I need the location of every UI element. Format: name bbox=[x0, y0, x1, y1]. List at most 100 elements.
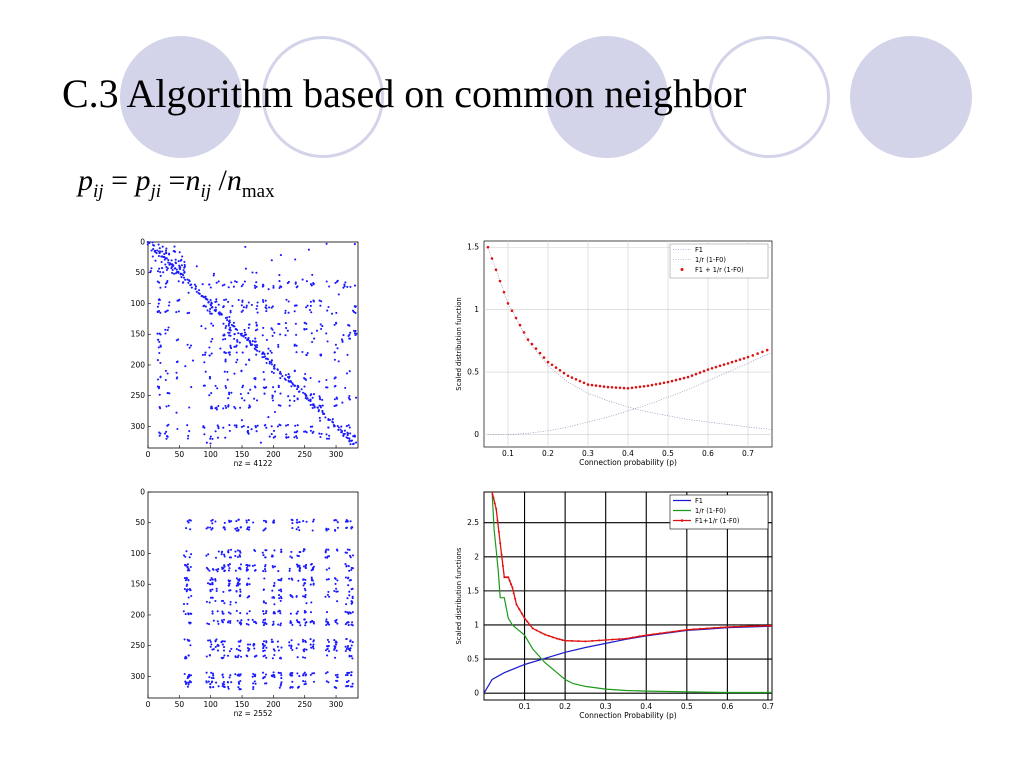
series-2-point bbox=[577, 640, 580, 643]
x-tick-label: 50 bbox=[175, 450, 185, 459]
y-tick-label: 150 bbox=[131, 330, 146, 339]
matrix-entry bbox=[348, 437, 351, 440]
matrix-entry bbox=[184, 579, 187, 582]
series-2-point bbox=[510, 583, 512, 586]
matrix-entry bbox=[347, 621, 350, 624]
matrix-entry bbox=[239, 594, 242, 597]
matrix-entry bbox=[208, 346, 211, 349]
matrix-entry bbox=[164, 369, 167, 372]
matrix-entry bbox=[175, 411, 178, 414]
matrix-entry bbox=[272, 520, 275, 523]
matrix-entry bbox=[235, 529, 238, 532]
matrix-entry bbox=[262, 326, 265, 329]
matrix-entry bbox=[205, 554, 208, 557]
matrix-entry bbox=[233, 405, 236, 408]
matrix-entry bbox=[212, 568, 215, 571]
matrix-entry bbox=[324, 672, 328, 675]
matrix-entry bbox=[319, 406, 322, 409]
matrix-entry bbox=[222, 407, 225, 410]
matrix-entry bbox=[294, 424, 297, 427]
matrix-entry bbox=[346, 597, 349, 600]
matrix-entry bbox=[320, 300, 323, 303]
matrix-entry bbox=[264, 556, 267, 559]
matrix-entry bbox=[304, 674, 307, 677]
matrix-entry bbox=[289, 594, 292, 597]
matrix-entry bbox=[223, 683, 226, 686]
x-tick-label: 0.3 bbox=[582, 449, 594, 458]
matrix-entry bbox=[262, 600, 265, 603]
matrix-entry bbox=[246, 568, 249, 571]
matrix-entry bbox=[273, 565, 276, 568]
matrix-entry bbox=[252, 686, 255, 689]
matrix-entry bbox=[290, 639, 293, 642]
series-1-line bbox=[487, 247, 772, 430]
matrix-entry bbox=[346, 548, 349, 551]
matrix-entry bbox=[336, 279, 339, 282]
matrix-entry bbox=[293, 399, 296, 402]
matrix-entry bbox=[309, 403, 312, 407]
matrix-entry bbox=[312, 393, 316, 396]
series-2-point bbox=[665, 631, 668, 634]
matrix-entry bbox=[169, 263, 172, 266]
matrix-entry bbox=[311, 672, 314, 675]
matrix-entry bbox=[217, 303, 220, 306]
matrix-entry bbox=[244, 363, 248, 366]
matrix-entry bbox=[346, 520, 349, 523]
matrix-entry bbox=[224, 358, 227, 361]
matrix-entry bbox=[287, 300, 290, 303]
x-axis-label: nz = 2552 bbox=[234, 709, 273, 718]
x-tick-label: 0.6 bbox=[702, 449, 714, 458]
matrix-entry bbox=[327, 640, 330, 643]
matrix-entry bbox=[289, 620, 292, 623]
y-tick-label: 0 bbox=[140, 488, 145, 497]
matrix-entry bbox=[207, 553, 210, 556]
matrix-entry bbox=[326, 647, 329, 650]
matrix-entry bbox=[210, 312, 213, 315]
matrix-entry bbox=[170, 259, 173, 262]
matrix-entry bbox=[227, 584, 231, 587]
matrix-entry bbox=[247, 618, 250, 621]
matrix-entry bbox=[296, 656, 299, 659]
matrix-entry bbox=[348, 426, 351, 429]
matrix-entry bbox=[210, 405, 213, 409]
series-2-point bbox=[685, 628, 688, 631]
matrix-entry bbox=[312, 518, 315, 521]
matrix-entry bbox=[261, 351, 264, 354]
matrix-entry bbox=[229, 548, 233, 551]
matrix-entry bbox=[309, 425, 312, 428]
series-2-point bbox=[666, 380, 670, 384]
matrix-entry bbox=[217, 622, 220, 625]
matrix-entry bbox=[240, 655, 243, 658]
matrix-entry bbox=[237, 682, 241, 685]
matrix-entry bbox=[347, 424, 350, 427]
matrix-entry bbox=[238, 645, 241, 648]
matrix-entry bbox=[310, 576, 313, 579]
matrix-entry bbox=[175, 371, 178, 374]
matrix-entry bbox=[262, 570, 265, 573]
matrix-entry bbox=[215, 300, 218, 303]
matrix-entry bbox=[210, 681, 213, 684]
matrix-entry bbox=[325, 578, 328, 581]
x-tick-label: 150 bbox=[235, 700, 250, 709]
matrix-entry bbox=[318, 404, 321, 407]
matrix-entry bbox=[294, 281, 297, 284]
matrix-entry bbox=[270, 359, 273, 362]
series-2-point bbox=[597, 639, 600, 642]
matrix-entry bbox=[238, 582, 241, 585]
series-2-point bbox=[542, 356, 546, 359]
matrix-entry bbox=[245, 306, 248, 309]
matrix-entry bbox=[251, 618, 254, 621]
matrix-entry bbox=[297, 686, 300, 689]
matrix-entry bbox=[204, 327, 207, 330]
matrix-entry bbox=[189, 565, 192, 569]
matrix-entry bbox=[186, 437, 190, 440]
matrix-entry bbox=[352, 443, 355, 446]
matrix-entry bbox=[304, 578, 307, 582]
matrix-entry bbox=[159, 286, 162, 289]
matrix-entry bbox=[216, 570, 219, 573]
matrix-entry bbox=[293, 343, 296, 346]
matrix-entry bbox=[158, 431, 161, 434]
matrix-entry bbox=[214, 306, 217, 309]
matrix-entry bbox=[268, 306, 271, 309]
series-2-point bbox=[547, 634, 550, 637]
